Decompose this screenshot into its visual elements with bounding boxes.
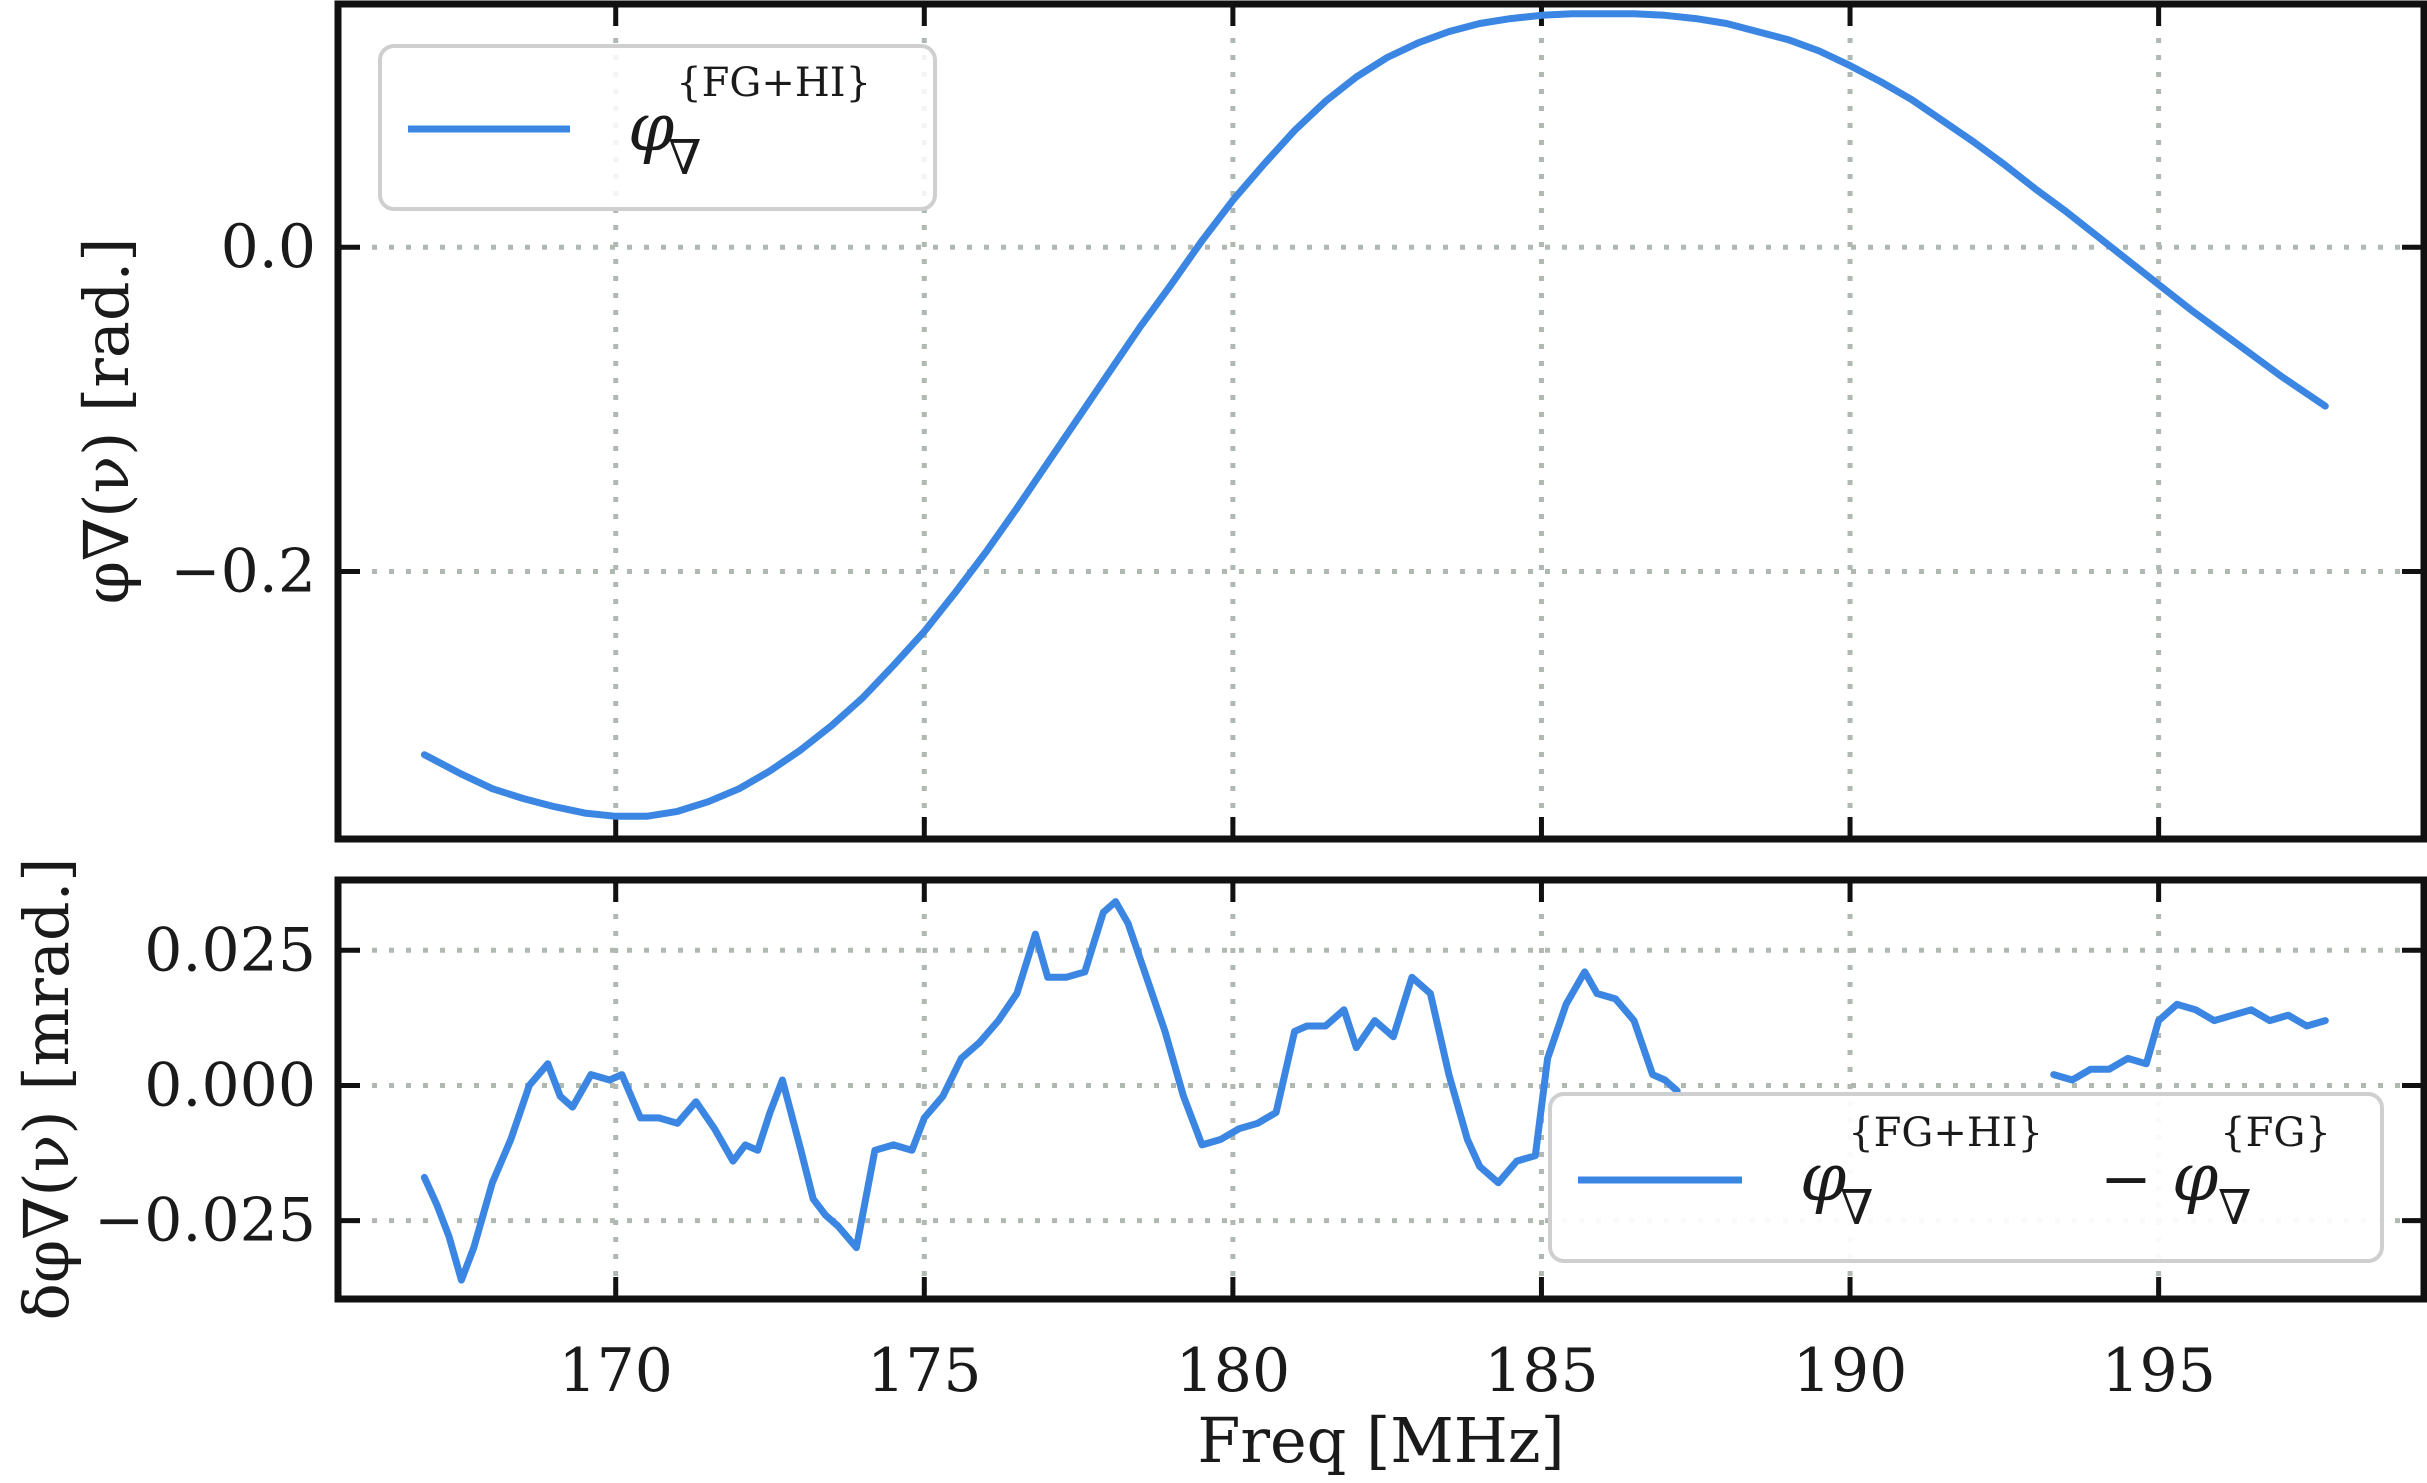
top-legend-box [378, 44, 937, 211]
top-legend-label: φ{FG+HI} ∇ [628, 60, 871, 186]
bottom-series-line [420, 898, 2329, 1284]
bottom-panel: 0.025 0.000 −0.025 170 175 180 185 190 195 φ{FG… [10, 858, 2427, 1477]
bottom-y-tick-label-0: 0.025 [144, 915, 316, 985]
bottom-y-axis-label: δφ∇(ν) [mrad.] [10, 858, 83, 1321]
x-tick-label-195: 195 [2101, 1336, 2216, 1406]
x-axis-label: Freq [MHz] [1197, 1404, 1564, 1477]
bottom-y-tick-label-1: 0.000 [144, 1050, 316, 1120]
bottom-y-tick-label-2: −0.025 [94, 1186, 316, 1256]
bottom-y-tick-labels: 0.025 0.000 −0.025 [94, 915, 316, 1255]
bottom-legend-box [1548, 1092, 2384, 1263]
top-legend: φ{FG+HI} ∇ [378, 44, 937, 211]
x-tick-label-185: 185 [1484, 1336, 1599, 1406]
bottom-legend-label: φ{FG+HI} ∇ − φ{FG} ∇ [1800, 1110, 2331, 1236]
top-y-axis-label: φ∇(ν) [rad.] [70, 238, 143, 605]
x-tick-label-180: 180 [1176, 1336, 1291, 1406]
x-tick-label-190: 190 [1793, 1336, 1908, 1406]
x-tick-label-175: 175 [867, 1336, 982, 1406]
top-y-tick-label-0: 0.0 [221, 212, 316, 282]
bottom-plot-frame [334, 876, 2427, 1303]
top-plot-frame [334, 0, 2427, 843]
top-y-tick-label-1: −0.2 [170, 536, 316, 606]
top-y-tick-labels: 0.0 −0.2 [170, 212, 316, 606]
bottom-legend: φ{FG+HI} ∇ − φ{FG} ∇ [1548, 1092, 2384, 1263]
bottom-ticks [338, 880, 2424, 1299]
x-tick-label-170: 170 [558, 1336, 673, 1406]
top-panel: 0.0 −0.2 φ∇(ν) [rad.] φ{FG+HI} ∇ [70, 0, 2427, 843]
x-tick-labels: 170 175 180 185 190 195 [558, 1336, 2215, 1406]
top-series-line [420, 10, 2329, 820]
